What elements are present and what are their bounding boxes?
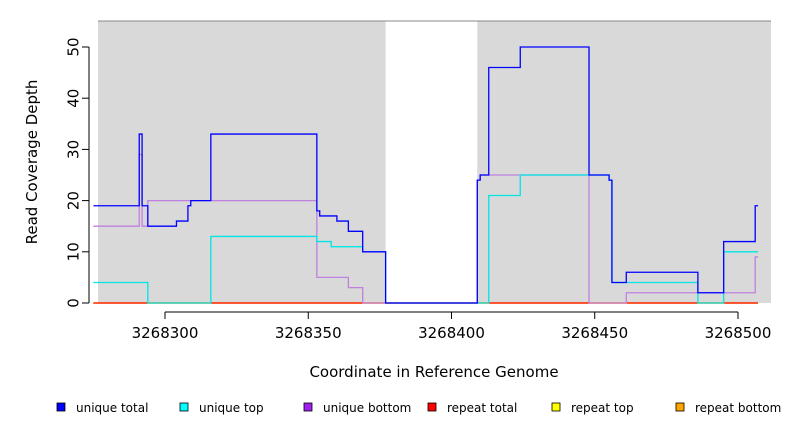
x-tick-label: 3268350 [275,324,342,342]
x-tick-label: 3268450 [561,324,628,342]
uncovered-region [385,21,478,303]
legend-swatch-repeat-total [427,402,437,412]
plot-area [98,21,771,303]
y-tick-label: 10 [65,242,83,261]
legend-label-repeat-total: repeat total [447,401,517,415]
axes: 0 10 20 30 40 50 3268300 3268350 3268400 3268450 3… [65,20,772,342]
y-tick-label: 50 [65,37,83,56]
x-tick-label: 3268500 [705,324,772,342]
legend-swatch-unique-total [56,402,66,412]
legend-label-repeat-bottom: repeat bottom [695,401,781,415]
y-tick-label: 30 [65,140,83,159]
legend-swatch-unique-bottom [303,402,313,412]
x-tick-label: 3268400 [418,324,485,342]
legend-swatch-unique-top [179,402,189,412]
series-layer [93,46,759,304]
legend: unique total unique top unique bottom repea… [56,401,781,415]
legend-label-unique-bottom: unique bottom [323,401,411,415]
y-tick-label: 40 [65,89,83,108]
series-line-unique-bottom [93,153,759,304]
x-tick-label: 3268300 [132,324,199,342]
y-tick-label: 0 [65,298,83,308]
series-line-unique-total [93,46,759,304]
y-axis-label: Read Coverage Depth [23,80,41,245]
legend-swatch-repeat-bottom [675,402,685,412]
legend-swatch-repeat-top [551,402,561,412]
legend-label-unique-top: unique top [199,401,264,415]
legend-label-unique-total: unique total [76,401,148,415]
y-tick-label: 20 [65,191,83,210]
legend-label-repeat-top: repeat top [571,401,634,415]
x-axis-label: Coordinate in Reference Genome [309,363,558,381]
